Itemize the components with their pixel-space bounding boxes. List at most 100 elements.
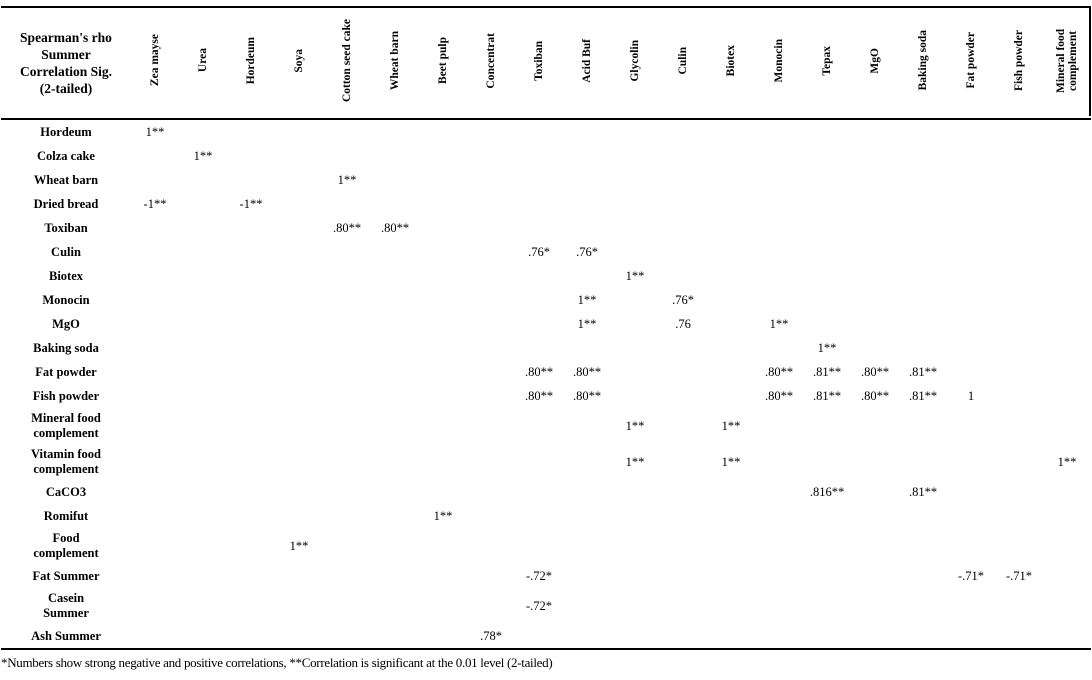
column-header-label: Acid Buf <box>581 38 593 83</box>
value-cell <box>467 288 515 312</box>
column-header-label: Zea mayse <box>149 34 161 87</box>
row-label: Culin <box>1 240 131 264</box>
value-cell <box>563 408 611 444</box>
value-cell <box>131 336 179 360</box>
value-cell <box>227 504 275 528</box>
value-cell <box>371 528 419 564</box>
row-label: Food complement <box>1 528 131 564</box>
value-cell <box>899 119 947 144</box>
value-cell <box>995 216 1043 240</box>
value-cell <box>851 504 899 528</box>
column-header-label: Culin <box>677 46 689 75</box>
value-cell <box>611 168 659 192</box>
value-cell <box>947 192 995 216</box>
value-cell <box>515 192 563 216</box>
column-header-label: Baking soda <box>917 30 929 91</box>
value-cell <box>851 624 899 650</box>
row-label: CaCO3 <box>1 480 131 504</box>
value-cell <box>419 144 467 168</box>
value-cell <box>179 408 227 444</box>
table-row-wheat-barn: Wheat barn 1** <box>1 168 1091 192</box>
value-cell <box>947 312 995 336</box>
value-cell <box>419 240 467 264</box>
value-cell <box>515 624 563 650</box>
value-cell <box>1043 192 1091 216</box>
column-header-hordeum: Hordeum <box>227 7 275 120</box>
value-cell <box>467 444 515 480</box>
value-cell <box>1043 480 1091 504</box>
value-cell <box>899 444 947 480</box>
column-header-fish-powder: Fish powder <box>995 7 1043 120</box>
value-cell <box>1043 408 1091 444</box>
value-cell <box>1043 312 1091 336</box>
value-cell <box>1043 588 1091 624</box>
value-cell <box>659 480 707 504</box>
value-cell <box>131 480 179 504</box>
value-cell <box>275 119 323 144</box>
value-cell <box>227 264 275 288</box>
value-cell <box>371 444 419 480</box>
value-cell <box>659 168 707 192</box>
value-cell <box>755 564 803 588</box>
value-cell <box>995 240 1043 264</box>
value-cell <box>995 480 1043 504</box>
column-header-label: Monocin <box>773 38 785 83</box>
value-cell <box>467 504 515 528</box>
value-cell <box>755 240 803 264</box>
value-cell <box>851 288 899 312</box>
value-cell <box>947 624 995 650</box>
column-header-label: Concentrat <box>485 32 497 89</box>
row-label: Vitamin food complement <box>1 444 131 480</box>
value-cell <box>515 336 563 360</box>
value-cell <box>755 408 803 444</box>
value-cell <box>323 288 371 312</box>
value-cell <box>227 119 275 144</box>
value-cell <box>899 144 947 168</box>
value-cell <box>419 528 467 564</box>
value-cell <box>131 408 179 444</box>
row-label-text: Biotex <box>48 268 84 283</box>
value-cell: .78* <box>467 624 515 650</box>
value-cell <box>851 312 899 336</box>
column-header-zea-mayse: Zea mayse <box>131 7 179 120</box>
value-cell <box>275 312 323 336</box>
corner-header-line-3: Correlation Sig. <box>20 64 112 79</box>
value-cell <box>755 264 803 288</box>
value-cell <box>131 384 179 408</box>
column-header-wheat-barn: Wheat barn <box>371 7 419 120</box>
value-cell <box>899 240 947 264</box>
spearman-correlation-table: Spearman's rho Summer Correlation Sig. (… <box>1 6 1091 650</box>
value-cell <box>707 564 755 588</box>
value-cell <box>899 264 947 288</box>
value-cell <box>323 336 371 360</box>
value-cell <box>803 168 851 192</box>
value-cell <box>755 588 803 624</box>
value-cell: .816** <box>809 484 845 499</box>
value-cell: 1** <box>193 148 213 163</box>
header-right-border <box>1089 6 1091 116</box>
value-cell <box>323 192 371 216</box>
value-cell <box>1043 504 1091 528</box>
value-cell: 1** <box>769 316 789 331</box>
value-cell <box>947 264 995 288</box>
table-row-casein-summer: Casein Summer -.72* <box>1 588 1091 624</box>
value-cell <box>179 384 227 408</box>
table-row-caco3: CaCO3 .816** .81** <box>1 480 1091 504</box>
value-cell <box>947 288 995 312</box>
column-header-toxiban: Toxiban <box>515 7 563 120</box>
value-cell <box>563 588 611 624</box>
value-cell <box>323 360 371 384</box>
value-cell <box>467 360 515 384</box>
value-cell <box>227 480 275 504</box>
row-label: Fish powder <box>1 384 131 408</box>
value-cell <box>851 336 899 360</box>
value-cell <box>419 192 467 216</box>
value-cell <box>179 264 227 288</box>
value-cell <box>227 588 275 624</box>
value-cell <box>227 384 275 408</box>
value-cell <box>131 168 179 192</box>
value-cell <box>371 264 419 288</box>
value-cell <box>515 288 563 312</box>
value-cell <box>659 119 707 144</box>
